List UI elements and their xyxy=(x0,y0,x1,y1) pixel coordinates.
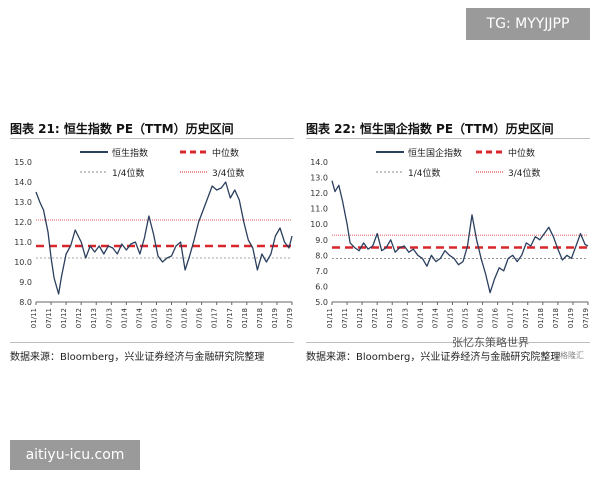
chart22-xtick-10: 01/16 xyxy=(477,307,485,328)
chart22-ytick-3: 8.0 xyxy=(315,251,328,260)
chart21-ytick-3: 11.0 xyxy=(14,238,32,247)
chart22-xtick-8: 01/15 xyxy=(446,308,454,328)
chart21-xtick-2: 01/12 xyxy=(60,308,68,328)
chart22-legend-q1-label: 1/4位数 xyxy=(408,167,441,179)
chart22-legend-median-label: 中位数 xyxy=(508,147,535,159)
chart22-xtick-15: 07/18 xyxy=(552,308,560,328)
chart22-plot: 恒生国企指数 中位数 1/4位数 3/4位数 5.0 6.0 7.0 8.0 9.0 10.0 11… xyxy=(310,147,590,328)
chart22-ytick-0: 5.0 xyxy=(315,298,328,307)
chart22-ytick-5: 10.0 xyxy=(310,220,328,229)
chart22-xtick-4: 01/13 xyxy=(386,308,394,328)
chart21-plot: 恒生指数 中位数 1/4位数 3/4位数 8.0 9.0 10.0 11.0 12.0 13.0 1… xyxy=(14,147,294,328)
chart22-ytick-4: 9.0 xyxy=(315,236,328,245)
chart22-source: 数据来源：Bloomberg，兴业证券经济与金融研究院整理 xyxy=(306,352,561,363)
chart21-xtick-10: 01/16 xyxy=(181,307,189,328)
chart21-xtick-7: 07/14 xyxy=(135,307,143,328)
chart21-ytick-2: 10.0 xyxy=(14,258,32,267)
chart22-xtick-9: 07/15 xyxy=(462,308,470,328)
chart22-ytick-6: 11.0 xyxy=(310,205,328,214)
chart22-ytick-7: 12.0 xyxy=(310,189,328,198)
chart21-title-rule xyxy=(10,138,294,139)
chart21-ytick-7: 15.0 xyxy=(14,158,32,167)
chart21-legend-q1-label: 1/4位数 xyxy=(112,167,145,179)
chart21-legend-q3-label: 3/4位数 xyxy=(212,167,245,179)
chart21-xtick-1: 07/11 xyxy=(45,308,53,328)
chart21-xtick-11: 07/16 xyxy=(196,307,204,328)
chart21-xtick-9: 07/15 xyxy=(166,308,174,328)
chart21-source: 数据来源：Bloomberg，兴业证券经济与金融研究院整理 xyxy=(10,352,265,363)
chart22-ytick-9: 14.0 xyxy=(310,158,328,167)
chart22-source-rule xyxy=(306,342,590,343)
watermark-top: TG: MYYJJPP xyxy=(466,8,590,40)
chart22-xtick-2: 01/12 xyxy=(356,308,364,328)
brand-sub-watermark: 格隆汇 xyxy=(560,351,584,360)
chart21-legend-series-label: 恒生指数 xyxy=(112,147,148,159)
chart22-xtick-5: 07/13 xyxy=(401,308,409,328)
chart21-legend-median-label: 中位数 xyxy=(212,147,239,159)
chart21-ytick-0: 8.0 xyxy=(19,298,32,307)
chart22-xtick-17: 07/19 xyxy=(582,308,590,328)
chart21-xtick-15: 07/18 xyxy=(256,308,264,328)
chart21-xtick-3: 07/12 xyxy=(75,308,83,328)
chart22-legend-series-label: 恒生国企指数 xyxy=(408,147,462,159)
chart22-ytick-8: 13.0 xyxy=(310,174,328,183)
chart22-title-rule xyxy=(306,138,590,139)
chart22-xtick-0: 01/11 xyxy=(326,308,334,328)
chart22-xtick-12: 01/17 xyxy=(507,308,515,328)
chart22-ytick-2: 7.0 xyxy=(315,267,328,276)
chart22-xtick-16: 01/19 xyxy=(567,308,575,328)
chart22-xtick-7: 07/14 xyxy=(431,307,439,328)
chart22-series-line xyxy=(331,180,589,294)
chart22-xtick-3: 07/12 xyxy=(371,308,379,328)
chart21-series-line xyxy=(35,181,293,295)
chart22-legend-q3-label: 3/4位数 xyxy=(508,167,541,179)
chart22-xtick-14: 01/18 xyxy=(537,308,545,328)
chart21-xtick-5: 07/13 xyxy=(105,308,113,328)
chart22-ytick-1: 6.0 xyxy=(315,282,328,291)
chart22-title: 图表 22: 恒生国企指数 PE（TTM）历史区间 xyxy=(306,122,554,136)
chart21-ytick-1: 9.0 xyxy=(19,278,32,287)
chart21-xtick-0: 01/11 xyxy=(30,308,38,328)
chart21-ytick-4: 12.0 xyxy=(14,218,32,227)
chart21-xtick-4: 01/13 xyxy=(90,308,98,328)
chart21-xtick-16: 01/19 xyxy=(271,308,279,328)
chart21-title: 图表 21: 恒生指数 PE（TTM）历史区间 xyxy=(10,122,234,136)
chart21-xtick-14: 01/18 xyxy=(241,308,249,328)
chart21-xtick-8: 01/15 xyxy=(150,308,158,328)
chart22-xtick-11: 07/16 xyxy=(492,307,500,328)
chart21-xtick-13: 07/17 xyxy=(226,308,234,328)
brand-watermark: 张忆东策略世界 xyxy=(452,336,529,349)
chart22-xtick-13: 07/17 xyxy=(522,308,530,328)
chart22-xtick-6: 01/14 xyxy=(416,307,424,328)
chart21-xtick-17: 07/19 xyxy=(286,308,294,328)
watermark-bottom: aitiyu-icu.com xyxy=(10,440,140,470)
chart22-xtick-1: 07/11 xyxy=(341,308,349,328)
chart21-xtick-12: 01/17 xyxy=(211,308,219,328)
chart21-xtick-6: 01/14 xyxy=(120,307,128,328)
chart21-ytick-5: 13.0 xyxy=(14,198,32,207)
chart21-ytick-6: 14.0 xyxy=(14,178,32,187)
chart21-source-rule xyxy=(10,342,294,343)
